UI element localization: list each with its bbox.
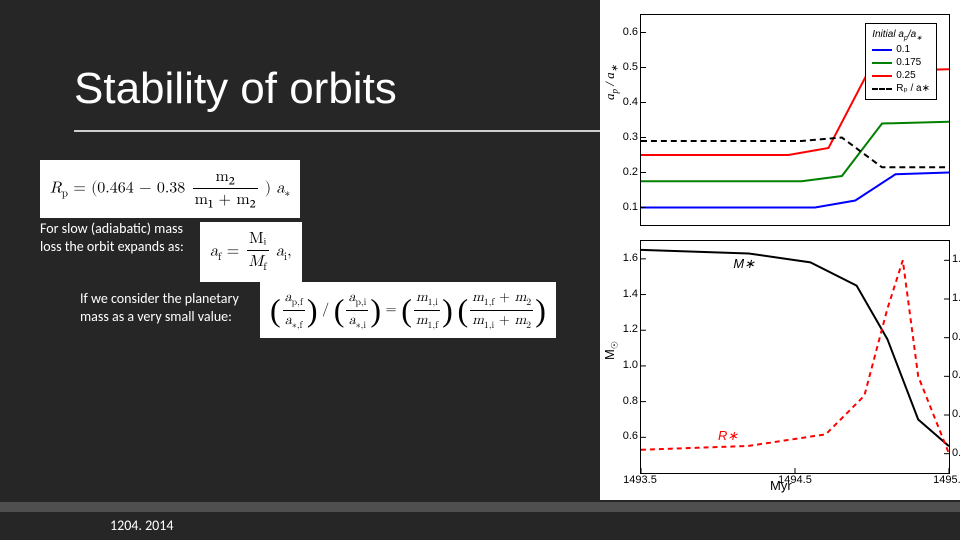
- ytick-left: 1.2: [616, 323, 638, 335]
- formula-ratio: ( ap,f a∗,f ) / ( ap,i a∗,i ) = ( m1,i m…: [260, 282, 556, 338]
- ytick-left: 1.6: [616, 252, 638, 264]
- slide-title: Stability of orbits: [74, 64, 397, 118]
- xtick: 1493.5: [620, 474, 660, 486]
- ytick: 0.3: [616, 131, 638, 143]
- legend-item: Rₚ / a∗: [872, 82, 930, 95]
- ytick-right: 1.0: [952, 292, 960, 304]
- legend: Initial ap/a∗ 0.10.1750.25Rₚ / a∗: [865, 23, 937, 100]
- formula-rp: Rp = (0.464 − 0.38 m₂ m₁ + m₂ ) a∗: [40, 160, 300, 218]
- svg-text:R∗: R∗: [718, 428, 738, 443]
- formula-af: af = Mᵢ Mf ai,: [200, 222, 302, 282]
- legend-item: 0.25: [872, 69, 930, 82]
- rp-den: m₁ + m₂: [195, 192, 256, 208]
- rp-num: m₂: [215, 169, 234, 185]
- legend-item: 0.175: [872, 56, 930, 69]
- ytick-left: 1.0: [616, 359, 638, 371]
- legend-label: 0.25: [896, 69, 915, 82]
- af-num: Mᵢ: [249, 231, 266, 247]
- title-underline: [74, 130, 614, 132]
- ytick-left: 0.8: [616, 395, 638, 407]
- legend-swatch: [872, 49, 892, 51]
- xtick: 1495.5: [930, 474, 960, 486]
- chart-top: Initial ap/a∗ 0.10.1750.25Rₚ / a∗: [640, 14, 950, 226]
- ytick: 0.4: [616, 96, 638, 108]
- ytick-right: 1.2: [952, 253, 960, 265]
- ytick-left: 1.4: [616, 288, 638, 300]
- legend-swatch: [872, 62, 892, 64]
- ytick-right: 0.8: [952, 331, 960, 343]
- ytick-right: 0.6: [952, 369, 960, 381]
- ytick-right: 0.2: [952, 447, 960, 459]
- text-planetary: If we consider the planetary mass as a v…: [80, 290, 240, 326]
- legend-item: 0.1: [872, 43, 930, 56]
- legend-swatch: [872, 75, 892, 77]
- footer-date: 1204. 2014: [110, 517, 173, 534]
- ytick: 0.6: [616, 26, 638, 38]
- svg-text:M∗: M∗: [733, 256, 755, 271]
- text-adiabatic: For slow (adiabatic) mass loss the orbit…: [40, 220, 190, 256]
- legend-label: Rₚ / a∗: [896, 82, 930, 95]
- legend-label: 0.175: [896, 56, 921, 69]
- legend-label: 0.1: [896, 43, 910, 56]
- ytick: 0.5: [616, 61, 638, 73]
- legend-title: Initial ap/a∗: [872, 28, 930, 43]
- ytick: 0.1: [616, 201, 638, 213]
- ytick: 0.2: [616, 166, 638, 178]
- slide-root: Stability of orbits Rp = (0.464 − 0.38 m…: [0, 0, 960, 540]
- chart-bottom-xlabel: Myr: [770, 478, 792, 493]
- legend-swatch: [872, 88, 892, 90]
- chart-bottom: M∗ R∗: [640, 240, 950, 474]
- chart-bottom-ylabel-left: M☉: [602, 341, 621, 360]
- footer-bar: [0, 502, 960, 512]
- charts-panel: ap / a∗ Initial ap/a∗ 0.10.1750.25Rₚ / a…: [600, 0, 960, 500]
- ytick-right: 0.4: [952, 408, 960, 420]
- ytick-left: 0.6: [616, 430, 638, 442]
